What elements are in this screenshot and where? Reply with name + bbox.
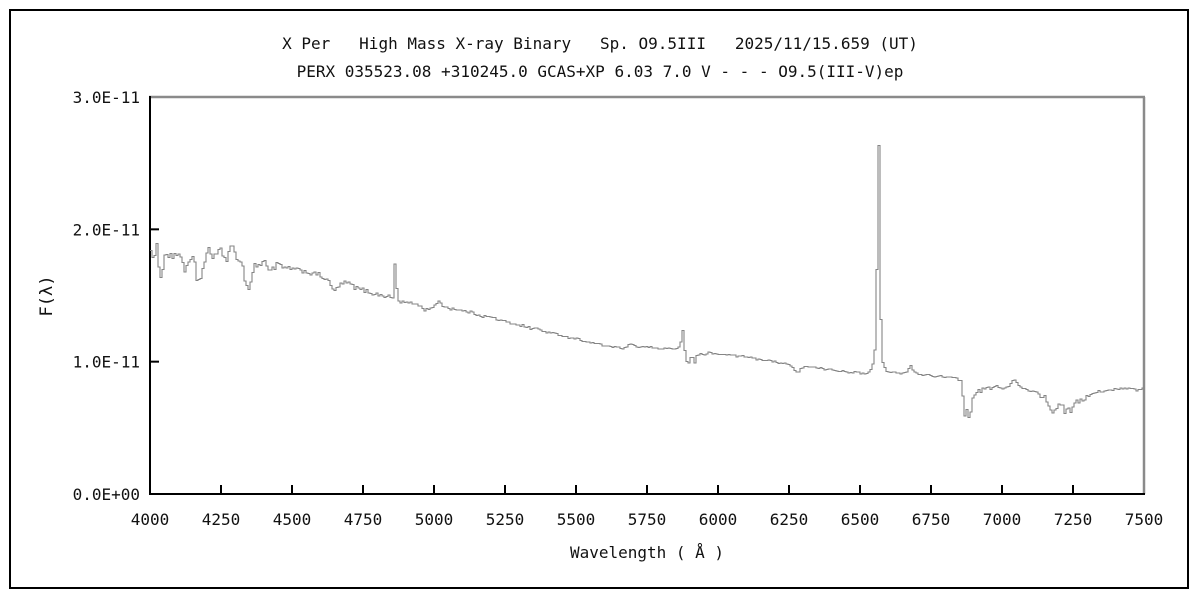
tick-labels: 4000 4250 4500 4750 5000 5250 5500 5750 6000 6250… — [73, 88, 1164, 529]
x-tick-label: 6000 — [699, 510, 738, 529]
x-tick-label: 5000 — [415, 510, 454, 529]
y-tick-label: 3.0E-11 — [73, 88, 140, 107]
x-tick-label: 6250 — [770, 510, 809, 529]
x-axis-label: Wavelength ( Å ) — [569, 543, 725, 562]
y-tick-label: 0.0E+00 — [73, 485, 140, 504]
chart-title: X Per High Mass X-ray Binary Sp. O9.5III… — [282, 34, 918, 53]
x-tick-label: 7000 — [983, 510, 1022, 529]
axes — [149, 95, 1146, 495]
x-tick-label: 6500 — [841, 510, 880, 529]
image-border-frame — [9, 9, 1189, 589]
x-tick-label: 5500 — [557, 510, 596, 529]
spectrum-curve — [150, 144, 1144, 419]
flux-spectrum-line — [150, 144, 1144, 419]
x-tick-label: 6750 — [912, 510, 951, 529]
x-tick-label: 5250 — [486, 510, 525, 529]
plot-border — [149, 95, 1146, 494]
x-tick-label: 4000 — [131, 510, 170, 529]
y-tick-label: 2.0E-11 — [73, 220, 140, 239]
x-tick-label: 4500 — [273, 510, 312, 529]
x-tick-label: 7500 — [1125, 510, 1164, 529]
x-tick-label: 5750 — [628, 510, 667, 529]
axis-ticks — [150, 228, 1074, 494]
x-tick-label: 4750 — [344, 510, 383, 529]
x-tick-label: 7250 — [1054, 510, 1093, 529]
y-tick-label: 1.0E-11 — [73, 353, 140, 372]
x-tick-label: 4250 — [202, 510, 241, 529]
chart-subtitle: PERX 035523.08 +310245.0 GCAS+XP 6.03 7.… — [296, 62, 904, 81]
axis-lines — [149, 96, 1145, 495]
